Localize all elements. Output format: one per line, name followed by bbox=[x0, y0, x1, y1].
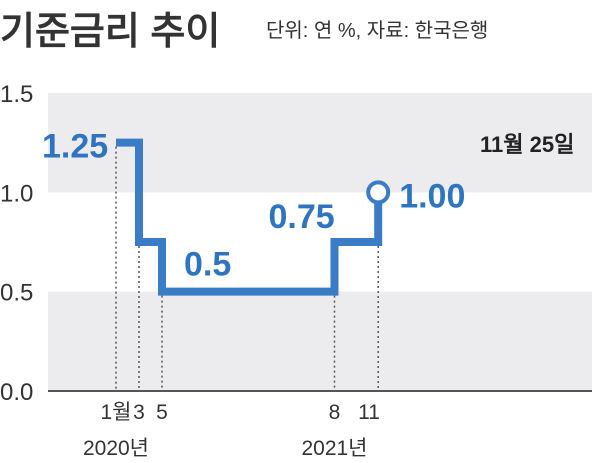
y-tick-labels: 0.0 0.5 1.0 1.5 bbox=[0, 81, 33, 406]
x-tick-1: 3 bbox=[133, 401, 145, 424]
end-marker bbox=[366, 180, 391, 205]
x-year-0: 2020년 bbox=[83, 437, 149, 460]
value-label-2: 0.5 bbox=[184, 246, 231, 284]
y-tick-2: 1.0 bbox=[0, 180, 33, 207]
y-tick-0: 0.0 bbox=[0, 379, 33, 406]
x-tick-3: 8 bbox=[329, 401, 341, 424]
y-tick-1: 0.5 bbox=[0, 280, 33, 307]
value-labels: 1.25 0.5 0.75 1.00 bbox=[42, 128, 465, 284]
value-label-3: 0.75 bbox=[269, 198, 335, 236]
chart-title: 기준금리 추이 bbox=[0, 11, 220, 53]
band-1 bbox=[48, 291, 592, 391]
dotted-guides bbox=[115, 146, 379, 391]
x-tick-2: 5 bbox=[156, 401, 168, 424]
x-tick-4: 11 bbox=[358, 401, 380, 424]
x-year-3: 2021년 bbox=[301, 437, 367, 460]
rate-step-line bbox=[116, 138, 383, 296]
x-tick-0: 1월 bbox=[101, 401, 132, 424]
y-tick-3: 1.5 bbox=[0, 81, 33, 108]
source-note: 단위: 연 %, 자료: 한국은행 bbox=[266, 19, 488, 42]
value-label-4: 1.00 bbox=[399, 177, 465, 215]
annotation-date: 11월 25일 bbox=[480, 132, 574, 157]
value-label-0: 1.25 bbox=[42, 128, 108, 166]
x-tick-labels: 1월 2020년 3 5 8 2021년 11 bbox=[83, 401, 380, 460]
